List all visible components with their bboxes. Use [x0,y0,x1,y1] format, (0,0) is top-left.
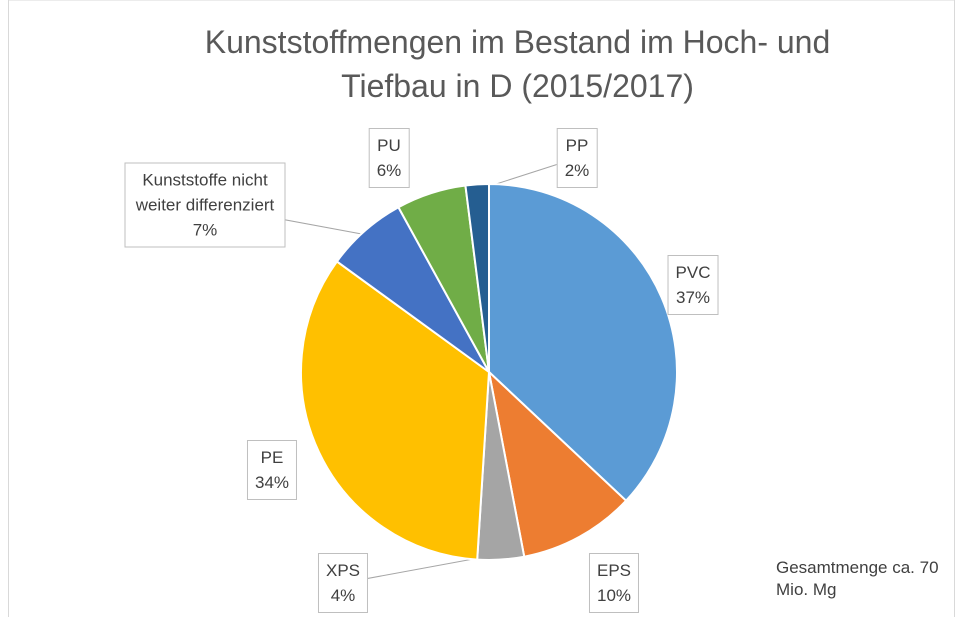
label-text: Kunststoffe nicht weiter differenziert [135,170,275,215]
label-text: 34% [254,473,290,492]
label-text: 2% [564,161,590,180]
pie-slice [300,260,491,561]
label-text: 4% [330,586,356,605]
chart-border [8,0,955,617]
annotation: Gesamtmenge ca. 70 Mio. Mg [776,558,939,599]
data-label: Kunststoffe nicht weiter differenziert 7% [124,162,286,248]
pie-slice [487,369,628,558]
label-text: 6% [376,161,402,180]
pie-slice [488,182,678,503]
label-text: PE [260,448,284,467]
data-label: EPS 10% [588,553,640,613]
label-text: 37% [675,288,711,307]
pie-slice [464,182,490,373]
label-text: PVC [675,263,711,282]
data-label: XPS 4% [317,553,369,613]
label-text: 10% [596,586,632,605]
data-label: PVC 37% [667,255,719,315]
data-label: PP 2% [556,128,598,188]
data-label: PU 6% [368,128,410,188]
chart-title: Kunststoffmengen im Bestand im Hoch- und… [204,24,831,104]
label-text: 7% [192,220,218,240]
label-text: PP [565,136,589,155]
data-label: PE 34% [246,440,298,500]
label-text: EPS [596,561,632,580]
label-text: XPS [325,561,361,580]
label-text: PU [377,136,401,155]
slices [300,182,678,561]
